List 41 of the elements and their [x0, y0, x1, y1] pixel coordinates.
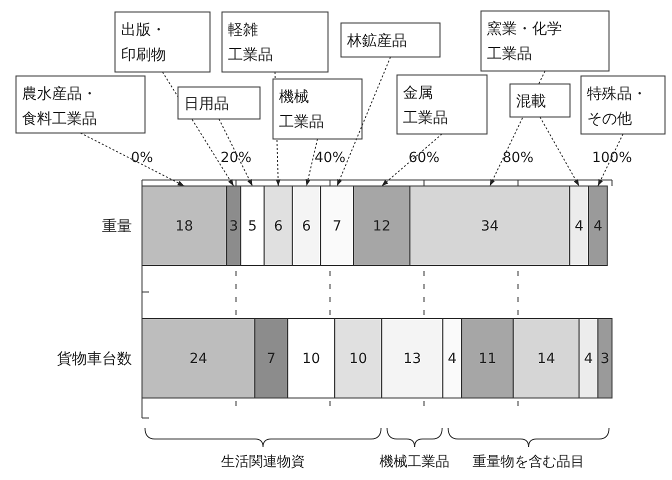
- text: 生活関連物資: [221, 454, 306, 470]
- data-label: 11: [478, 351, 496, 368]
- data-label: 10: [349, 351, 368, 368]
- text: 軽雑工業品: [228, 20, 273, 64]
- data-label: 6: [302, 218, 312, 235]
- data-label: 6: [274, 218, 283, 235]
- data-label: 18: [175, 218, 194, 235]
- text: 機械工業品: [279, 87, 324, 130]
- x-tick-label: 40%: [314, 150, 346, 166]
- data-label: 13: [403, 351, 422, 368]
- text: 金属工業品: [403, 83, 448, 126]
- text: 出版・印刷物: [121, 20, 166, 64]
- text: 窯業・化学工業品: [487, 19, 562, 62]
- data-label: 7: [266, 351, 276, 368]
- data-label: 4: [593, 218, 602, 235]
- x-tick-label: 0%: [130, 150, 154, 166]
- x-tick-label: 80%: [502, 150, 534, 166]
- data-label: 10: [302, 351, 320, 368]
- data-label: 24: [189, 351, 208, 368]
- data-label: 7: [332, 218, 342, 235]
- data-label: 34: [480, 218, 499, 235]
- text: 日用品: [184, 94, 229, 112]
- data-label: 4: [574, 218, 584, 235]
- data-label: 3: [229, 218, 238, 235]
- x-tick-label: 100%: [592, 150, 632, 166]
- text: 混載: [516, 92, 546, 110]
- x-tick-label: 20%: [220, 150, 252, 166]
- y-tick-label: 貨物車台数: [57, 350, 132, 368]
- x-tick-label: 60%: [408, 150, 440, 166]
- data-label: 14: [537, 351, 556, 368]
- y-tick-label: 重量: [102, 217, 132, 235]
- data-label: 5: [248, 218, 257, 235]
- data-label: 3: [600, 351, 610, 368]
- data-label: 4: [448, 351, 457, 368]
- data-label: 12: [372, 218, 391, 235]
- text: 重量物を含む品目: [472, 454, 585, 470]
- text: 機械工業品: [380, 454, 450, 470]
- legend-label: 特殊品・その他: [587, 84, 647, 128]
- text: 農水産品・食料工業品: [22, 84, 97, 128]
- text: 林鉱産品: [346, 31, 407, 50]
- data-label: 4: [584, 351, 594, 368]
